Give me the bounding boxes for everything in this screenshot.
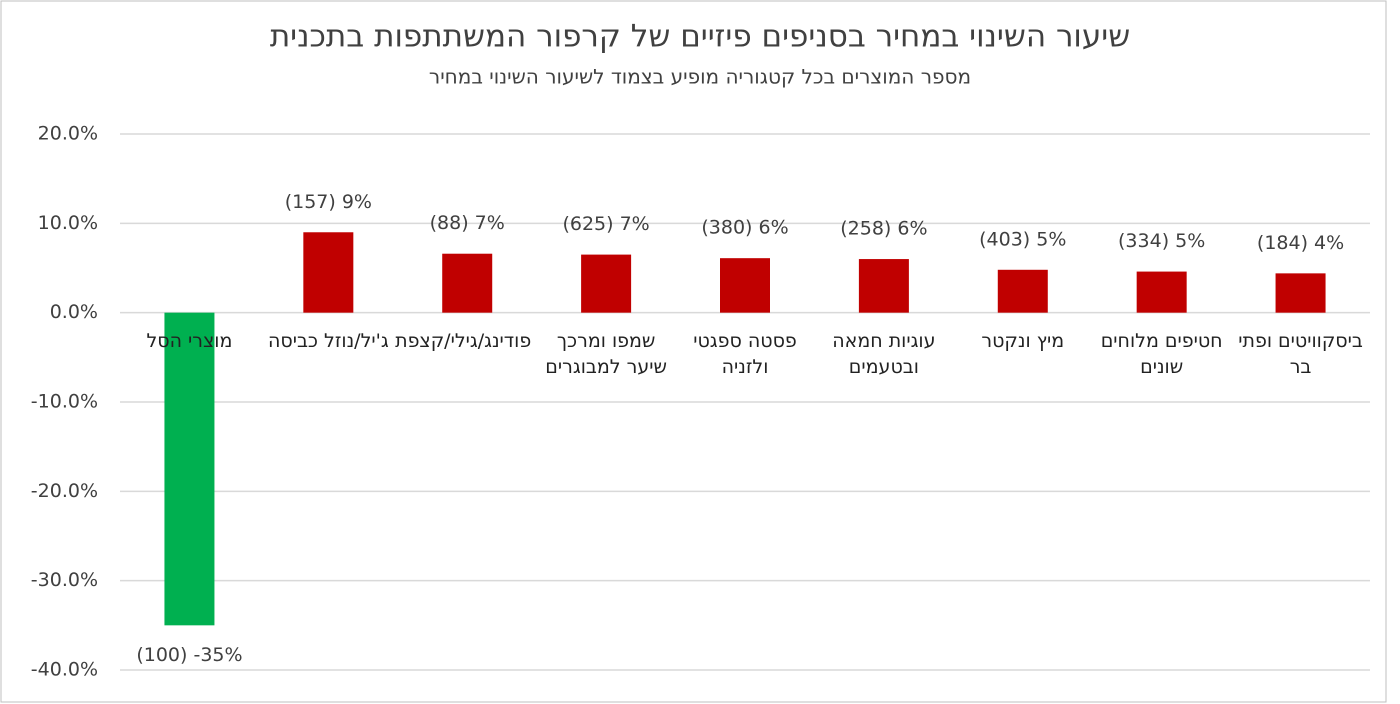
data-label: (625) 7% — [562, 213, 649, 235]
bar — [997, 269, 1048, 313]
data-label: (100) -35% — [136, 644, 242, 666]
data-label: (88) 7% — [430, 212, 505, 234]
bar — [1136, 271, 1187, 313]
x-tick-label: חטיפים מלוחים שונים — [1100, 329, 1223, 378]
data-label: (334) 5% — [1118, 230, 1205, 252]
x-tick-label: ג'יל/נוזל כביסה — [267, 329, 389, 352]
x-tick-label: פודינג/גילי/קצפת — [395, 329, 532, 352]
chart-title: שיעור השינוי במחיר בסניפים פיזיים של קרפ… — [270, 19, 1130, 55]
y-tick-label: -20.0% — [31, 480, 98, 502]
data-label: (380) 6% — [701, 217, 788, 239]
chart-subtitle: מספר המוצרים בכל קטגוריה מופיע בצמוד לשי… — [429, 65, 971, 89]
bar — [858, 259, 909, 313]
data-label: (258) 6% — [840, 218, 927, 240]
bar — [303, 232, 354, 313]
x-tick-label: מיץ ונקטר — [981, 329, 1065, 352]
x-tick-label: מוצרי הסל — [146, 329, 233, 352]
x-tick-label: עוגיות חמאה ובטעמים — [832, 329, 936, 378]
y-tick-label: 0.0% — [50, 301, 98, 323]
x-tick-label: פסטה ספגטי ולזניה — [693, 329, 797, 378]
x-tick-label: ביסקוויטים ופתי בר — [1238, 329, 1363, 378]
y-tick-label: -40.0% — [31, 659, 98, 681]
bar — [442, 253, 493, 313]
bar — [581, 254, 632, 313]
y-tick-label: -10.0% — [31, 391, 98, 413]
data-label: (157) 9% — [285, 191, 372, 213]
data-label: (184) 4% — [1257, 232, 1344, 254]
bar — [720, 258, 770, 313]
y-tick-label: 20.0% — [38, 123, 98, 145]
bar — [1275, 273, 1326, 313]
y-tick-label: -30.0% — [31, 569, 98, 591]
data-label: (403) 5% — [979, 228, 1066, 250]
y-tick-label: 10.0% — [38, 212, 98, 234]
x-tick-label: שמפו ומרכך שיער למבוגרים — [545, 329, 667, 378]
bar — [164, 312, 215, 626]
